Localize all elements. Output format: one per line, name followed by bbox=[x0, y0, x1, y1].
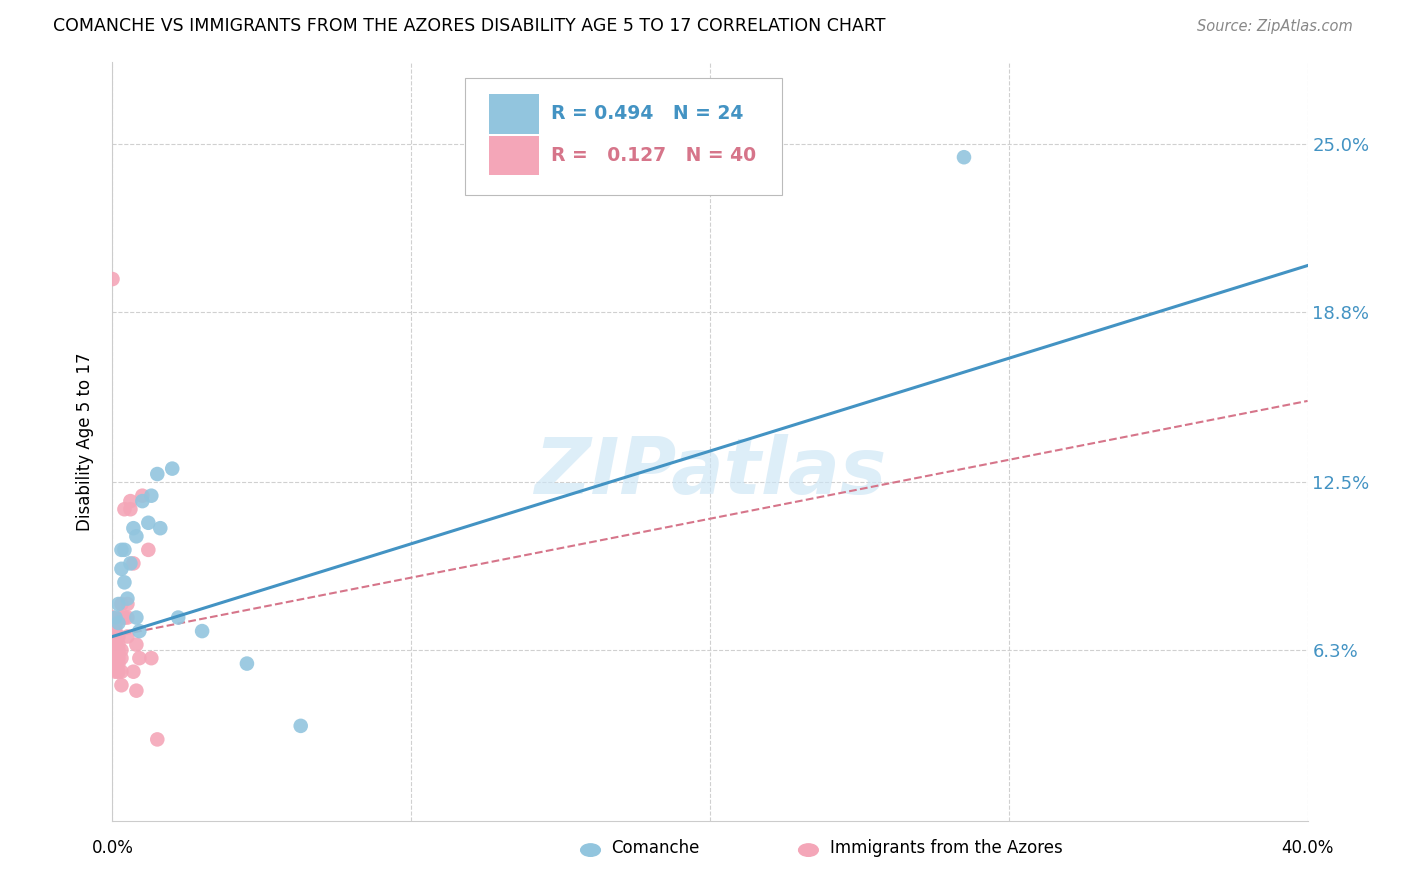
Point bbox=[104, 651, 127, 665]
Point bbox=[146, 467, 169, 481]
Point bbox=[117, 597, 139, 611]
Text: Comanche: Comanche bbox=[612, 838, 700, 856]
Point bbox=[117, 610, 139, 624]
Point bbox=[114, 575, 135, 590]
Point bbox=[131, 489, 153, 503]
Point bbox=[110, 678, 132, 692]
Point bbox=[953, 150, 976, 164]
Text: 0.0%: 0.0% bbox=[91, 838, 134, 856]
Point bbox=[104, 610, 127, 624]
Point bbox=[110, 542, 132, 557]
Point bbox=[122, 521, 145, 535]
Point bbox=[104, 665, 127, 679]
Point bbox=[162, 461, 183, 475]
Point bbox=[110, 643, 132, 657]
Point bbox=[107, 630, 129, 644]
Point bbox=[120, 557, 142, 571]
Point bbox=[125, 638, 148, 652]
Point bbox=[110, 610, 132, 624]
Point bbox=[107, 643, 129, 657]
FancyBboxPatch shape bbox=[489, 95, 538, 134]
Point bbox=[104, 624, 127, 639]
Text: R = 0.494   N = 24: R = 0.494 N = 24 bbox=[551, 104, 744, 123]
Y-axis label: Disability Age 5 to 17: Disability Age 5 to 17 bbox=[76, 352, 94, 531]
Point bbox=[104, 630, 127, 644]
Point bbox=[114, 610, 135, 624]
Point bbox=[236, 657, 259, 671]
Point bbox=[110, 562, 132, 576]
Point bbox=[128, 624, 150, 639]
Point bbox=[107, 651, 129, 665]
Point bbox=[120, 502, 142, 516]
Text: Source: ZipAtlas.com: Source: ZipAtlas.com bbox=[1197, 20, 1353, 34]
Point bbox=[104, 657, 127, 671]
Point bbox=[104, 638, 127, 652]
Point bbox=[125, 529, 148, 543]
Point bbox=[101, 630, 124, 644]
Point bbox=[191, 624, 214, 639]
Point bbox=[107, 657, 129, 671]
Point bbox=[114, 542, 135, 557]
Point bbox=[290, 719, 312, 733]
Point bbox=[110, 597, 132, 611]
Point bbox=[110, 651, 132, 665]
Point bbox=[141, 489, 163, 503]
Point bbox=[138, 516, 160, 530]
Text: ZIPatlas: ZIPatlas bbox=[534, 434, 886, 510]
Point bbox=[122, 557, 145, 571]
Text: COMANCHE VS IMMIGRANTS FROM THE AZORES DISABILITY AGE 5 TO 17 CORRELATION CHART: COMANCHE VS IMMIGRANTS FROM THE AZORES D… bbox=[53, 17, 886, 35]
FancyBboxPatch shape bbox=[465, 78, 782, 195]
Point bbox=[104, 643, 127, 657]
Point bbox=[107, 638, 129, 652]
Point bbox=[101, 272, 124, 286]
Point bbox=[138, 542, 160, 557]
FancyBboxPatch shape bbox=[489, 136, 538, 176]
Point bbox=[114, 502, 135, 516]
Point bbox=[146, 732, 169, 747]
Text: 40.0%: 40.0% bbox=[1281, 838, 1334, 856]
Point bbox=[149, 521, 172, 535]
Point bbox=[104, 643, 127, 657]
Point bbox=[107, 665, 129, 679]
Point bbox=[131, 494, 153, 508]
Point bbox=[107, 597, 129, 611]
Point bbox=[125, 683, 148, 698]
Point bbox=[125, 610, 148, 624]
Point bbox=[107, 615, 129, 630]
Text: Immigrants from the Azores: Immigrants from the Azores bbox=[830, 838, 1063, 856]
Point bbox=[120, 494, 142, 508]
Point bbox=[128, 651, 150, 665]
Point bbox=[122, 665, 145, 679]
Point bbox=[101, 610, 124, 624]
Point bbox=[117, 591, 139, 606]
Point bbox=[110, 665, 132, 679]
Point bbox=[117, 630, 139, 644]
Point bbox=[167, 610, 190, 624]
Text: R =   0.127   N = 40: R = 0.127 N = 40 bbox=[551, 146, 756, 165]
Point bbox=[104, 618, 127, 632]
Point bbox=[141, 651, 163, 665]
